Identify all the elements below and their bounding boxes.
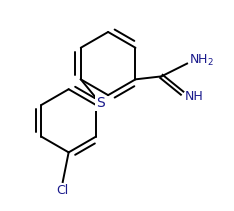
- Text: NH$_2$: NH$_2$: [189, 53, 214, 68]
- Text: NH: NH: [185, 90, 204, 103]
- Text: S: S: [96, 96, 105, 110]
- Text: Cl: Cl: [57, 184, 69, 197]
